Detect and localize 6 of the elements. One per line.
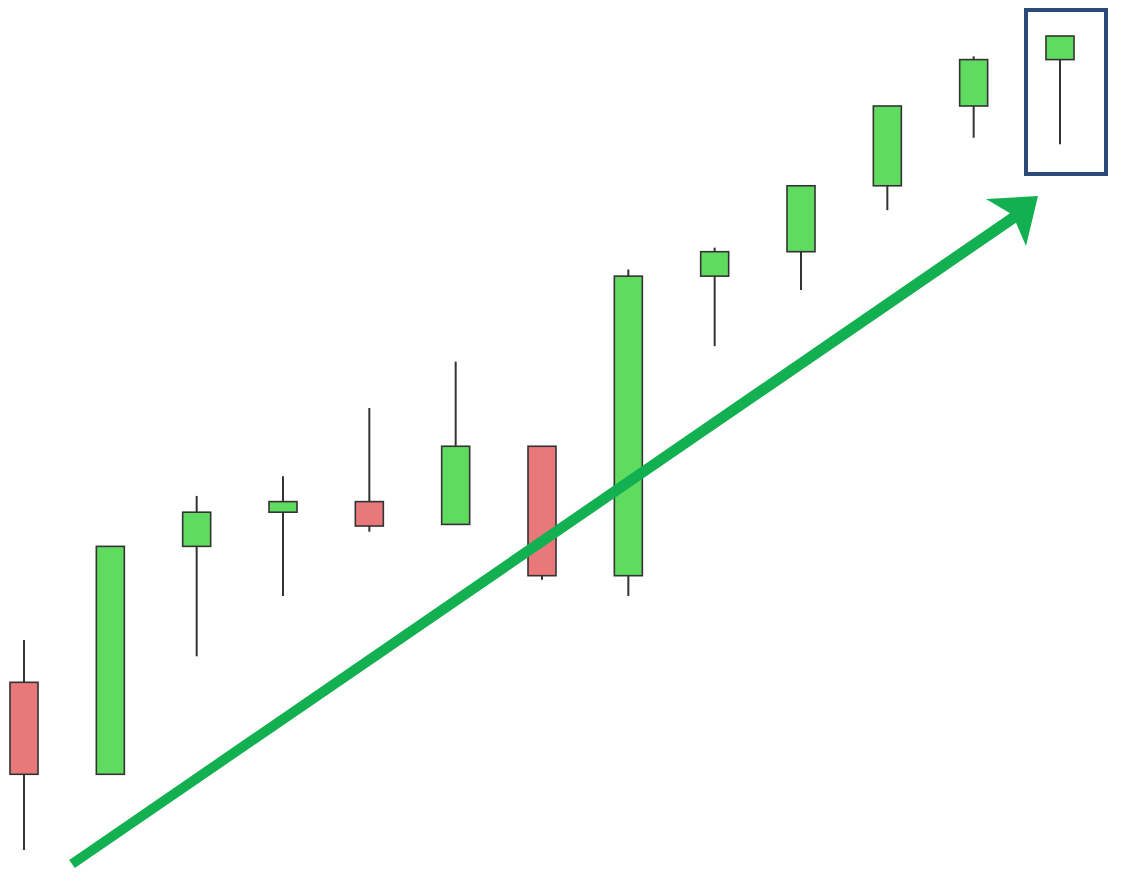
candlestick bbox=[1045, 35, 1075, 146]
candlestick bbox=[181, 494, 212, 658]
candlestick bbox=[958, 55, 989, 139]
candlestick bbox=[354, 407, 385, 533]
candlestick bbox=[268, 475, 298, 598]
candlestick bbox=[699, 246, 730, 348]
